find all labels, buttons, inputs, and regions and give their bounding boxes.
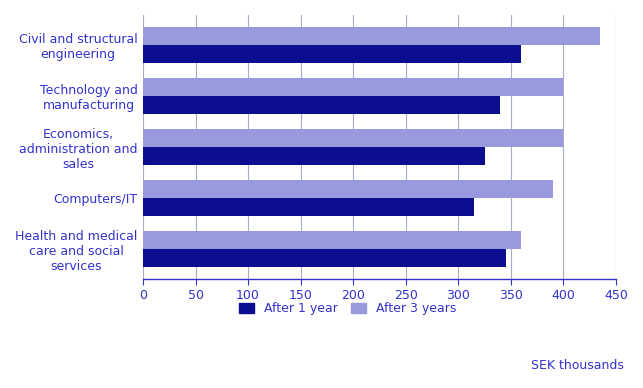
Bar: [143, 198, 474, 216]
Text: SEK thousands: SEK thousands: [531, 359, 624, 372]
Bar: [143, 129, 563, 147]
Bar: [143, 231, 521, 249]
Bar: [143, 249, 505, 267]
Bar: [143, 27, 601, 45]
Bar: [143, 147, 485, 165]
Bar: [143, 78, 563, 96]
Legend: After 1 year, After 3 years: After 1 year, After 3 years: [234, 297, 461, 320]
Bar: [143, 180, 553, 198]
Bar: [143, 45, 521, 63]
Bar: [143, 96, 500, 114]
